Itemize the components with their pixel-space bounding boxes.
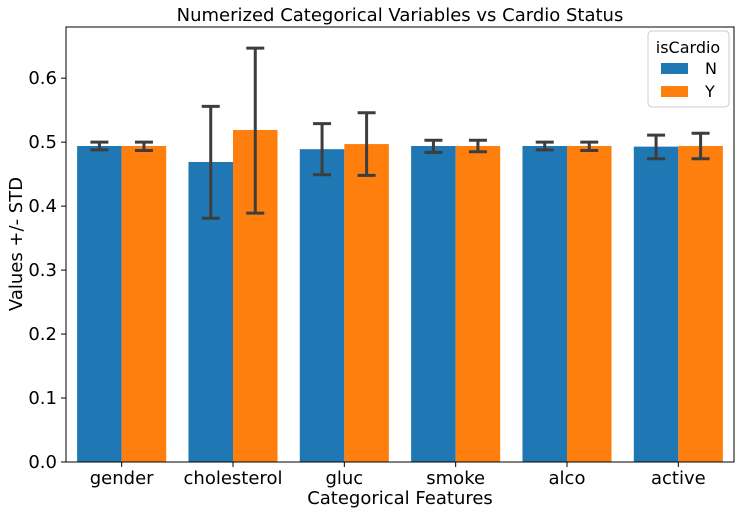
error-bar-gluc-y [357,111,376,177]
error-bars-layer [90,46,710,220]
error-bar-smoke-n [424,138,443,154]
y-axis-label: Values +/- STD [6,177,27,311]
error-bar-alco-y [580,140,599,152]
x-axis-label: Categorical Features [307,488,493,509]
chart-title: Numerized Categorical Variables vs Cardi… [177,5,624,26]
bar-active-n [633,146,679,462]
error-bar-active-y [691,131,710,161]
error-bar-cholesterol-y [246,46,265,215]
bar-active-y [678,145,723,462]
x-tick-label-gluc: gluc [325,468,363,489]
bar-gender-y [121,145,167,462]
y-tick-label: 0.5 [28,132,57,153]
error-bar-gender-n [90,140,109,152]
bar-smoke-y [455,145,501,462]
y-tick-label: 0.6 [28,68,57,89]
bar-smoke-n [411,145,456,462]
x-tick-label-alco: alco [549,468,586,489]
legend-swatch-n [661,63,688,74]
bar-gluc-n [299,149,345,462]
y-axis: 0.0 0.1 0.2 0.3 0.4 0.5 0.6 [28,68,66,473]
legend-label-y: Y [704,82,715,101]
legend: isCardio N Y [647,30,730,108]
plot-frame [65,26,735,463]
legend-title: isCardio [656,38,720,57]
error-bar-alco-n [535,140,554,152]
error-bar-active-n [647,133,666,161]
legend-label-n: N [705,59,717,78]
x-tick-label-smoke: smoke [426,468,485,489]
legend-swatch-y [661,86,688,97]
bars-layer [77,129,723,463]
error-bar-smoke-y [468,138,487,154]
error-bar-cholesterol-n [201,104,220,220]
bar-alco-y [567,145,612,462]
bar-gluc-y [344,144,389,463]
x-tick-label-cholesterol: cholesterol [184,468,283,489]
x-axis: gender cholesterol gluc smoke alco active [90,462,706,489]
y-tick-label: 0.2 [28,324,57,345]
y-tick-label: 0.3 [28,260,57,281]
x-tick-label-gender: gender [90,468,154,489]
y-tick-label: 0.4 [28,196,57,217]
error-bar-gluc-n [313,122,332,177]
error-bar-gender-y [134,140,153,152]
x-tick-label-active: active [651,468,706,489]
bar-gender-n [77,145,122,462]
y-tick-label: 0.1 [28,388,57,409]
bar-alco-n [522,145,567,462]
y-tick-label: 0.0 [28,452,57,473]
